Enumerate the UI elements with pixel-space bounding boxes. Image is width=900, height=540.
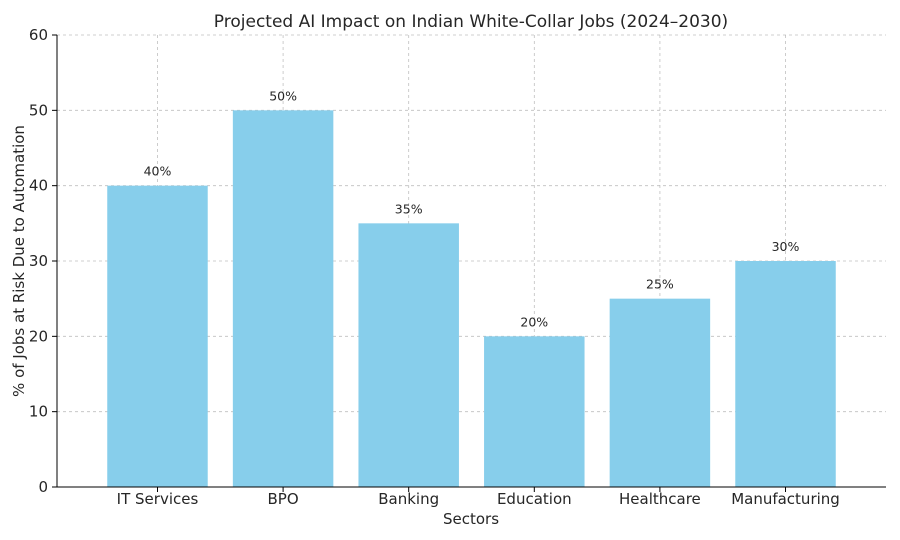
bar-value-label: 40% (144, 164, 172, 179)
y-tick-label: 40 (29, 177, 48, 195)
bar-value-label: 25% (646, 277, 674, 292)
bar-value-label: 20% (520, 314, 548, 329)
x-tick-label: Banking (378, 490, 439, 508)
y-tick-label: 50 (29, 101, 48, 119)
bar (609, 298, 711, 487)
bar (232, 110, 334, 487)
y-tick-label: 60 (29, 26, 48, 44)
bar-value-label: 30% (772, 239, 800, 254)
bar (735, 261, 836, 487)
x-axis-label: Sectors (443, 510, 499, 528)
y-tick-label: 20 (29, 327, 48, 345)
x-tick-label: IT Services (117, 490, 199, 508)
y-tick-label: 0 (38, 478, 48, 496)
x-tick-label: Manufacturing (731, 490, 840, 508)
y-axis-label: % of Jobs at Risk Due to Automation (10, 125, 28, 397)
bar-value-label: 35% (395, 201, 423, 216)
chart-title: Projected AI Impact on Indian White-Coll… (214, 12, 728, 32)
axis-layer: 0 10 20 30 40 50 60 IT Services BPO Banking Educat… (29, 26, 886, 508)
bar (358, 223, 459, 488)
data-label-layer: 40% 50% 35% 20% 25% 30% (144, 88, 800, 329)
y-tick-label: 30 (29, 252, 48, 270)
y-tick-label: 10 (29, 403, 48, 421)
bar-value-label: 50% (269, 88, 297, 103)
x-tick-label: BPO (268, 490, 299, 508)
bar (484, 336, 585, 487)
bar-layer (107, 110, 836, 488)
x-tick-label: Education (497, 490, 572, 508)
x-tick-label: Healthcare (619, 490, 701, 508)
bar (107, 185, 208, 487)
